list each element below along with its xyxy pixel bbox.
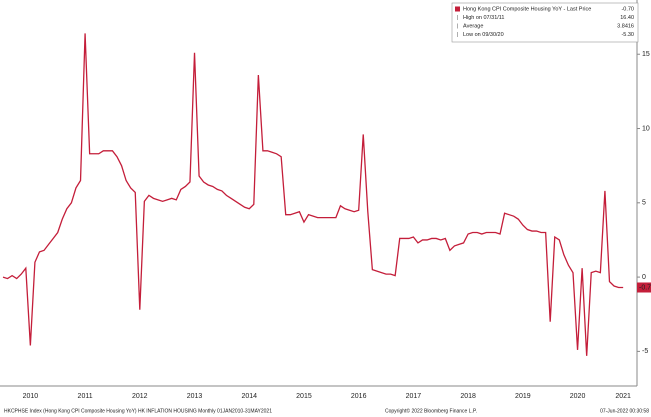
legend-box	[451, 2, 639, 43]
x-tick-label: 2015	[296, 393, 312, 400]
x-tick-label: 2019	[515, 393, 531, 400]
footer-right: 07-Jun-2022 00:30:58	[600, 408, 649, 414]
x-tick-label: 2021	[615, 393, 631, 400]
legend-label: High on 07/31/11	[463, 15, 505, 21]
legend-value: 16.40	[620, 15, 634, 21]
legend-swatch	[455, 6, 460, 12]
y-tick-label: -5	[642, 348, 648, 355]
y-tick-label: 0	[642, 274, 646, 281]
y-tick-label: 5	[642, 200, 646, 207]
legend-label: Average	[463, 23, 483, 29]
legend-label: Low on 09/30/20	[463, 32, 504, 38]
y-tick-label: 15	[642, 51, 650, 58]
x-tick-label: 2017	[406, 393, 422, 400]
legend-value: -5.30	[621, 32, 634, 38]
legend-label: Hong Kong CPI Composite Housing YoY - La…	[463, 6, 591, 12]
x-tick-label: 2011	[78, 393, 93, 400]
y-tick-label: 10	[642, 125, 650, 132]
x-tick-label: 2018	[460, 393, 476, 400]
legend: Hong Kong CPI Composite Housing YoY - La…	[451, 2, 639, 43]
footer-center: Copyright© 2022 Bloomberg Finance L.P.	[385, 407, 477, 414]
line-series	[2, 33, 624, 356]
last-price-label: -0.7	[639, 284, 651, 291]
footer-left: HKCPHSE Index (Hong Kong CPI Composite H…	[4, 408, 272, 414]
x-tick-label: 2010	[23, 393, 39, 400]
x-tick-label: 2016	[351, 393, 367, 400]
x-tick-label: 2013	[187, 393, 203, 400]
legend-value: 3.8416	[617, 23, 634, 29]
x-tick-label: 2012	[132, 393, 148, 400]
legend-value: -0.70	[621, 6, 634, 12]
x-tick-label: 2020	[570, 393, 586, 400]
last-price-tag	[637, 282, 651, 293]
x-tick-label: 2014	[241, 393, 257, 400]
